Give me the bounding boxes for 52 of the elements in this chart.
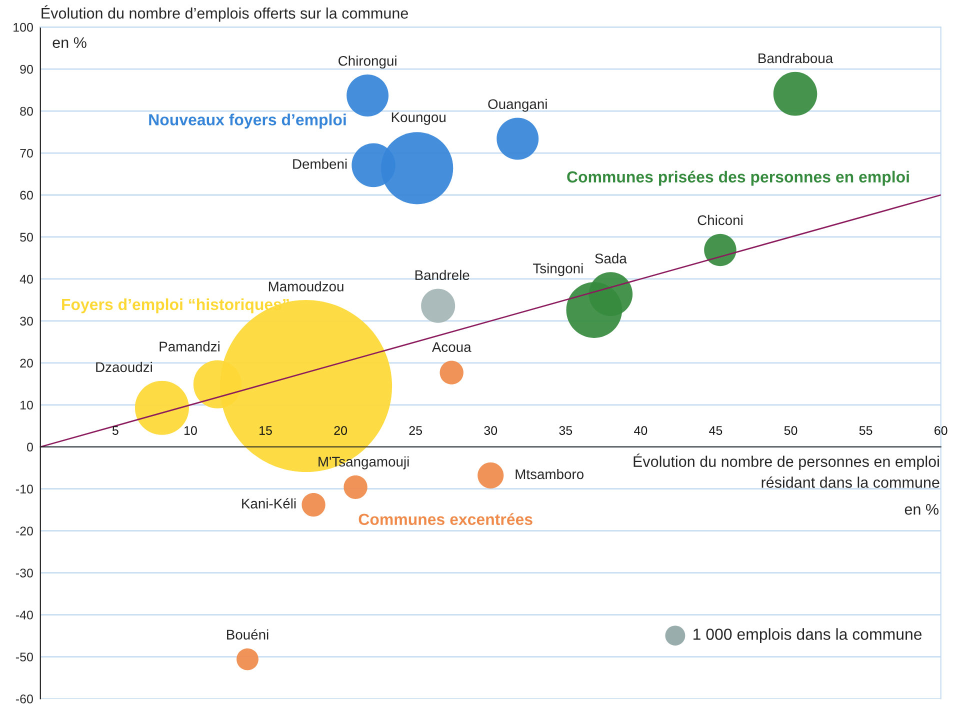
x-tick-label: 60 (934, 426, 948, 435)
annotation: Acoua (432, 342, 472, 352)
y-tick-label: 10 (20, 400, 33, 410)
annotation: Dembeni (293, 158, 347, 169)
x-tick-label: 15 (260, 426, 272, 435)
y-tick-label: 100 (14, 22, 33, 32)
y-tick-label: -50 (16, 652, 33, 662)
y-tick-label: -40 (16, 610, 33, 620)
annotation: Mamoudzou (268, 281, 344, 292)
annotation: Mtsamboro (516, 468, 584, 480)
x-tick-label: 30 (484, 426, 498, 435)
text: Communes prisées des personnes en emploi (567, 170, 909, 186)
y-tick-label: -60 (16, 694, 33, 704)
x-tick-label: 20 (334, 426, 348, 435)
y-tick-label: 40 (20, 274, 33, 284)
legend-label: 1 000 emplois dans la commune (694, 628, 922, 644)
y-tick-label: 60 (20, 190, 33, 200)
annotation: Bouéni (227, 629, 268, 640)
annotation: Dzaoudzi (96, 362, 152, 372)
y-tick-label: -10 (16, 484, 33, 494)
y-tick-label: 0 (26, 442, 33, 452)
annotation: Koungou (392, 112, 446, 125)
series-label: Nouveaux foyers d’emploi (149, 114, 346, 129)
y-tick-label: -30 (16, 568, 33, 578)
y-tick-label: 20 (20, 358, 33, 368)
annotation: en % (52, 37, 86, 48)
annotation: Bandraboua (758, 52, 834, 64)
x-tick-label: 5 (112, 426, 118, 435)
x-tick-label: 50 (784, 426, 798, 435)
annotation: Bandrele (415, 270, 470, 280)
annotation: Ouangani (488, 98, 547, 112)
y-tick-label: 70 (20, 148, 33, 158)
y-tick-label: 30 (20, 316, 33, 326)
x-tick-label: 45 (709, 426, 722, 435)
annotation: Chirongui (338, 56, 396, 69)
annotation: Chiconi (698, 214, 742, 226)
y-tick-label: 80 (20, 106, 33, 116)
y-tick-label: 50 (20, 232, 33, 242)
annotation: Pamandzi (160, 341, 220, 352)
x-tick-label: 10 (184, 426, 197, 435)
annotation: en % (904, 504, 938, 515)
annotation: Tsingoni (533, 263, 583, 276)
series-label: Communes excentrées (358, 513, 532, 526)
annotation: Sada (595, 253, 627, 264)
y-axis-title: Évolution du nombre d’emplois offerts sur la commune (42, 5, 408, 22)
x-tick-label: 55 (859, 426, 872, 435)
x-tick-label: 40 (634, 426, 648, 435)
x-tick-label: 25 (409, 426, 422, 435)
annotation: Kani-Kéli (242, 498, 296, 509)
x-tick-label: 35 (559, 426, 572, 435)
y-tick-label: -20 (16, 526, 33, 536)
y-tick-label: 90 (20, 64, 33, 74)
